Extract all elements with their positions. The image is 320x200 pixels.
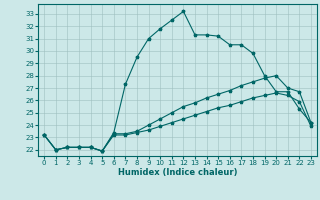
X-axis label: Humidex (Indice chaleur): Humidex (Indice chaleur) xyxy=(118,168,237,177)
